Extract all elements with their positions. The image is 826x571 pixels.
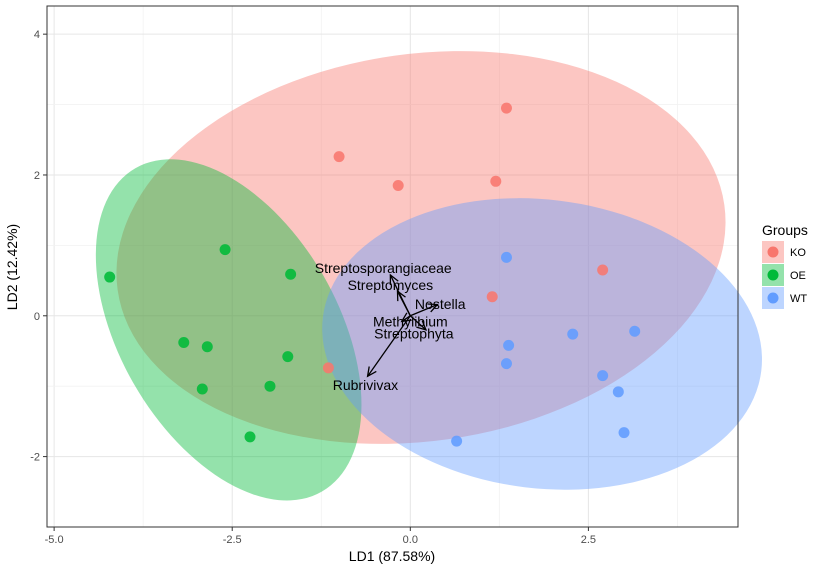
point-ko [392, 180, 404, 192]
x-tick-label: -5.0 [45, 534, 64, 546]
point-ko [486, 291, 498, 303]
point-wt [612, 386, 624, 398]
y-tick-label: -2 [30, 452, 40, 464]
point-wt [597, 370, 609, 382]
arrow-label: Streptosporangiaceae [315, 260, 452, 276]
arrow-shaft [367, 315, 411, 377]
y-tick-label: 4 [34, 29, 40, 41]
x-axis-title: LD1 (87.58%) [349, 548, 435, 564]
arrow-head [389, 273, 399, 285]
point-oe [244, 431, 256, 443]
point-wt [500, 358, 512, 370]
ellipse-wt [322, 198, 762, 490]
x-tick-label: -2.5 [223, 534, 242, 546]
arrow-label: Streptophyta [374, 325, 454, 341]
point-oe [178, 337, 190, 349]
panel-background [47, 6, 738, 527]
legend: Groups KO OE WT [762, 222, 808, 309]
point-oe [285, 268, 297, 280]
panel-border [46, 5, 739, 528]
data-points [104, 102, 641, 447]
legend-title: Groups [762, 222, 808, 238]
point-wt [618, 427, 630, 439]
arrow-head [396, 289, 406, 302]
point-oe [282, 351, 294, 363]
arrow-label: Methylibium [373, 313, 448, 329]
ellipse-oe [95, 159, 362, 501]
point-oe [104, 271, 116, 283]
arrow-shaft [410, 303, 438, 317]
axes: -5.0 -2.5 0.0 2.5 4 2 0 -2 [30, 29, 596, 546]
arrow-label: Rubrivivax [333, 377, 398, 393]
arrow-head [366, 366, 377, 378]
point-oe [201, 341, 213, 353]
point-oe [219, 244, 231, 256]
arrow-head [427, 303, 439, 313]
legend-label-ko: KO [790, 247, 806, 259]
arrow-shaft [396, 290, 411, 317]
point-wt [629, 325, 641, 337]
legend-label-oe: OE [790, 270, 806, 282]
arrow-label: Nostella [415, 296, 466, 312]
arrow-shaft [409, 315, 427, 331]
x-tick-label: 0.0 [403, 534, 418, 546]
point-wt [503, 339, 515, 351]
y-tick-label: 2 [34, 170, 40, 182]
confidence-ellipses [95, 51, 762, 501]
y-tick-label: 0 [34, 311, 40, 323]
arrow-label: Streptomyces [348, 277, 434, 293]
point-ko [597, 264, 609, 276]
point-oe [196, 383, 208, 395]
arrow-head [416, 320, 428, 331]
legend-swatch-ko [767, 246, 779, 258]
y-axis-title: LD2 (12.42%) [4, 224, 20, 310]
point-ko [500, 102, 512, 114]
arrow-head [400, 312, 412, 323]
point-ko [322, 362, 334, 374]
legend-swatch-wt [767, 292, 779, 304]
point-wt [451, 435, 463, 447]
ellipse-ko [116, 51, 726, 444]
point-ko [490, 175, 502, 187]
x-tick-label: 2.5 [581, 534, 596, 546]
legend-label-wt: WT [790, 293, 807, 305]
point-oe [264, 380, 276, 392]
point-wt [500, 251, 512, 263]
point-wt [567, 328, 579, 340]
legend-swatch-oe [767, 269, 779, 281]
point-ko [333, 151, 345, 163]
